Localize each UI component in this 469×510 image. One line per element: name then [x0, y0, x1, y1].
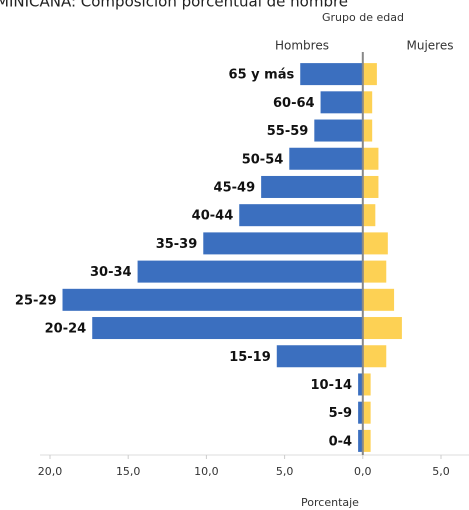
bar	[320, 91, 363, 114]
bar	[362, 204, 376, 227]
category-label: 20-24	[45, 322, 87, 337]
bar	[358, 401, 363, 424]
bar	[362, 317, 402, 340]
x-tick-label: 5,0	[432, 465, 450, 478]
bar	[358, 373, 363, 396]
bar	[362, 288, 395, 311]
x-tick-label: 5,0	[276, 465, 294, 478]
bar	[300, 63, 363, 86]
bar	[314, 119, 363, 142]
bar	[203, 232, 363, 255]
x-axis-label: Porcentaje	[301, 496, 359, 509]
bar	[362, 260, 387, 283]
category-label: 50-54	[242, 152, 284, 167]
bar	[358, 429, 363, 452]
category-label: 35-39	[156, 237, 198, 252]
bar	[261, 175, 363, 198]
x-tick-label: 20,0	[38, 465, 63, 478]
bar	[362, 401, 371, 424]
category-axis-label: Grupo de edad	[322, 11, 404, 24]
category-label: 55-59	[267, 124, 309, 139]
category-label: 0-4	[329, 434, 353, 449]
category-label: 10-14	[311, 378, 353, 393]
category-label: 30-34	[90, 265, 132, 280]
bar	[62, 288, 363, 311]
bar	[362, 429, 371, 452]
bar	[362, 119, 373, 142]
legend-entry: Hombres	[275, 39, 329, 53]
x-tick-label: 15,0	[116, 465, 141, 478]
bar	[92, 317, 363, 340]
x-tick-label: 0,0	[354, 465, 372, 478]
bar	[276, 345, 363, 368]
bar	[137, 260, 363, 283]
x-tick-label: 10,0	[194, 465, 219, 478]
category-label: 5-9	[329, 406, 353, 421]
category-label: 40-44	[192, 209, 234, 224]
bar	[362, 175, 379, 198]
bar	[362, 147, 379, 170]
category-label: 65 y más	[229, 68, 295, 83]
chart-title: MINICANA: Composición porcentual de homb…	[0, 0, 348, 11]
category-label: 25-29	[15, 293, 57, 308]
bar	[362, 91, 373, 114]
bar	[362, 232, 388, 255]
bar	[289, 147, 363, 170]
legend-entry: Mujeres	[407, 39, 454, 53]
category-label: 45-49	[214, 180, 256, 195]
bar	[362, 373, 371, 396]
category-label: 60-64	[273, 96, 315, 111]
category-label: 15-19	[229, 350, 271, 365]
bar	[362, 63, 377, 86]
bar	[239, 204, 363, 227]
bar	[362, 345, 387, 368]
